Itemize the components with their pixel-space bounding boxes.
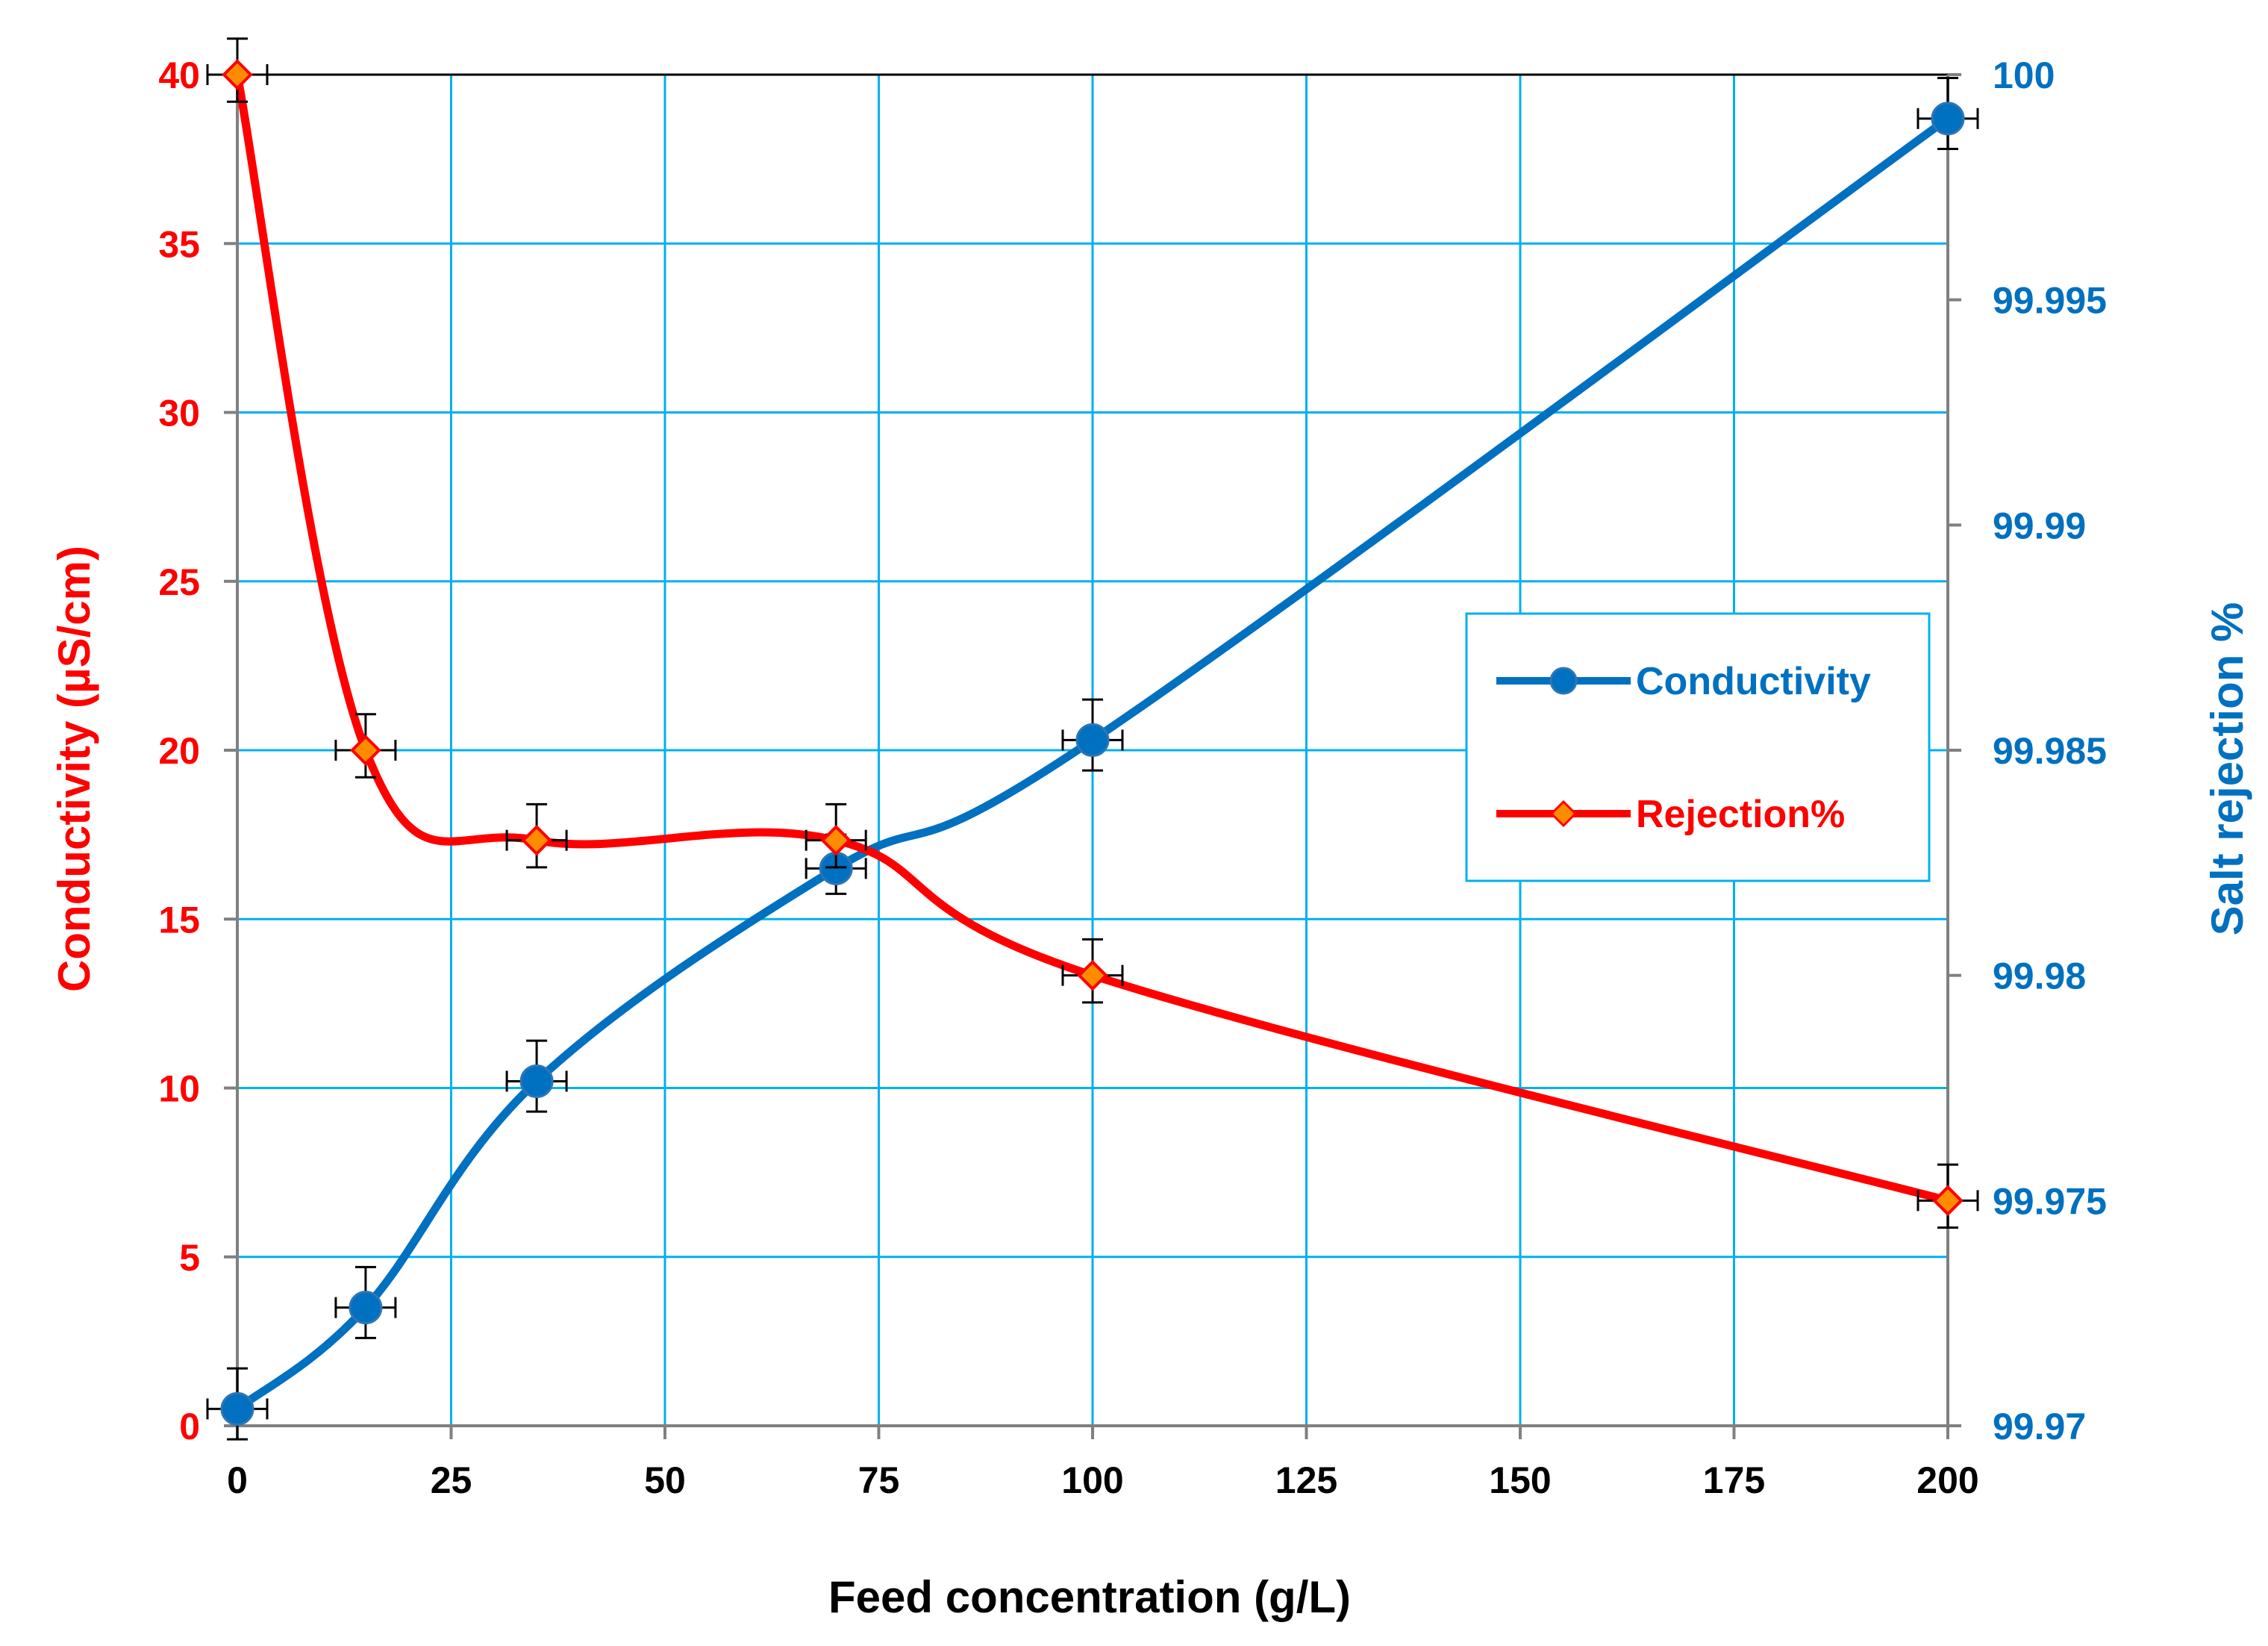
data-point-conductivity — [349, 1291, 383, 1325]
y-right-tick-label: 99.985 — [1993, 730, 2107, 772]
x-tick-label: 200 — [1916, 1459, 1978, 1501]
data-point-rejection — [521, 824, 552, 856]
x-tick-label: 175 — [1703, 1459, 1765, 1501]
x-tick-label: 50 — [644, 1459, 686, 1501]
legend-marker-rejection — [1549, 799, 1578, 828]
y-left-tick-label: 30 — [158, 393, 200, 434]
x-tick-label: 0 — [227, 1459, 248, 1501]
tick-labels: 0 25 50 75 100 125 150 175 200 0 5 10 15 20 25 30 35 40 99… — [158, 54, 2107, 1501]
y-left-tick-label: 20 — [158, 730, 200, 772]
x-tick-label: 25 — [431, 1459, 472, 1501]
legend-label-conductivity: Conductivity — [1636, 660, 1871, 703]
data-point-rejection — [222, 59, 253, 90]
y-left-tick-label: 5 — [179, 1237, 200, 1279]
y-right-tick-label: 100 — [1993, 54, 2055, 96]
data-point-conductivity — [1075, 723, 1110, 757]
data-point-rejection — [350, 735, 381, 766]
data-point-conductivity — [519, 1064, 554, 1098]
legend-box — [1465, 612, 1931, 882]
data-point-rejection — [1932, 1185, 1964, 1217]
data-point-conductivity — [220, 1391, 254, 1426]
x-tick-label: 75 — [858, 1459, 900, 1501]
x-tick-label: 100 — [1061, 1459, 1123, 1501]
y-right-tick-label: 99.995 — [1993, 280, 2107, 322]
y-right-tick-label: 99.99 — [1993, 505, 2086, 546]
series-layer — [206, 37, 1979, 1441]
left-axis-title: Conductivity (µS/cm) — [49, 546, 99, 992]
data-point-conductivity — [1931, 102, 1965, 136]
y-left-tick-label: 0 — [179, 1406, 200, 1447]
series-line-rejection — [233, 73, 1949, 1205]
right-axis-title: Salt rejection % — [2202, 602, 2252, 936]
y-right-tick-label: 99.975 — [1993, 1180, 2107, 1222]
y-left-tick-label: 15 — [158, 899, 200, 941]
x-tick-label: 150 — [1489, 1459, 1551, 1501]
x-axis-title: Feed concentration (g/L) — [828, 1572, 1351, 1622]
y-left-tick-label: 25 — [158, 561, 200, 603]
y-left-tick-label: 35 — [158, 223, 200, 265]
x-tick-label: 125 — [1275, 1459, 1337, 1501]
data-point-rejection — [820, 824, 852, 856]
y-left-tick-label: 10 — [158, 1068, 200, 1110]
y-left-tick-label: 40 — [158, 54, 200, 96]
legend-marker-conductivity — [1549, 667, 1578, 695]
y-right-tick-label: 99.98 — [1993, 956, 2086, 997]
y-right-tick-label: 99.97 — [1993, 1406, 2086, 1447]
data-point-rejection — [1077, 959, 1108, 991]
legend: Conductivity Rejection% — [1465, 612, 1931, 882]
legend-label-rejection: Rejection% — [1636, 793, 1845, 836]
